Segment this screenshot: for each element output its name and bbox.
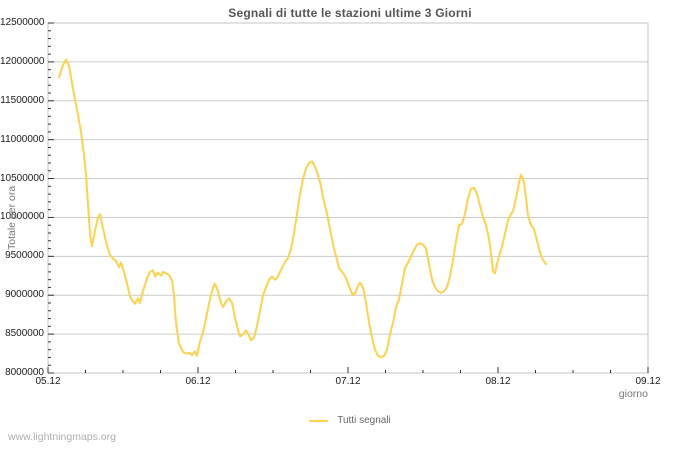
y-tick-label: 8500000	[5, 328, 44, 340]
plot-frame	[47, 22, 649, 374]
x-tick-label: 06.12	[185, 376, 211, 387]
y-tick-label: 12000000	[0, 55, 45, 67]
y-axis-title: Totale per ora	[6, 185, 18, 250]
y-tick-label: 9500000	[5, 250, 44, 262]
y-tick-label: 11000000	[0, 133, 44, 145]
x-tick-label: 09.12	[635, 376, 661, 387]
y-tick-label: 10000000	[0, 211, 45, 223]
chart-legend: Tutti segnali	[0, 415, 700, 426]
legend-label: Tutti segnali	[337, 415, 391, 426]
y-tick-label: 8000000	[5, 367, 44, 378]
y-tick-label: 9000000	[5, 289, 44, 301]
x-tick-label: 07.12	[335, 376, 361, 387]
y-tick-label: 10500000	[0, 172, 45, 184]
chart-title: Segnali di tutte le stazioni ultime 3 Gi…	[228, 6, 472, 20]
legend-line-swatch	[309, 419, 329, 422]
x-axis-title: giorno	[618, 388, 648, 400]
y-tick-label: 11500000	[0, 94, 44, 106]
series-line-tutti-segnali	[58, 58, 547, 359]
x-tick-label: 08.12	[485, 376, 511, 387]
legend-item: Tutti segnali	[309, 415, 391, 426]
x-tick-label: 05.12	[35, 376, 61, 387]
watermark-text: www.lightningmaps.org	[8, 431, 116, 443]
y-tick-label: 12500000	[0, 17, 45, 28]
